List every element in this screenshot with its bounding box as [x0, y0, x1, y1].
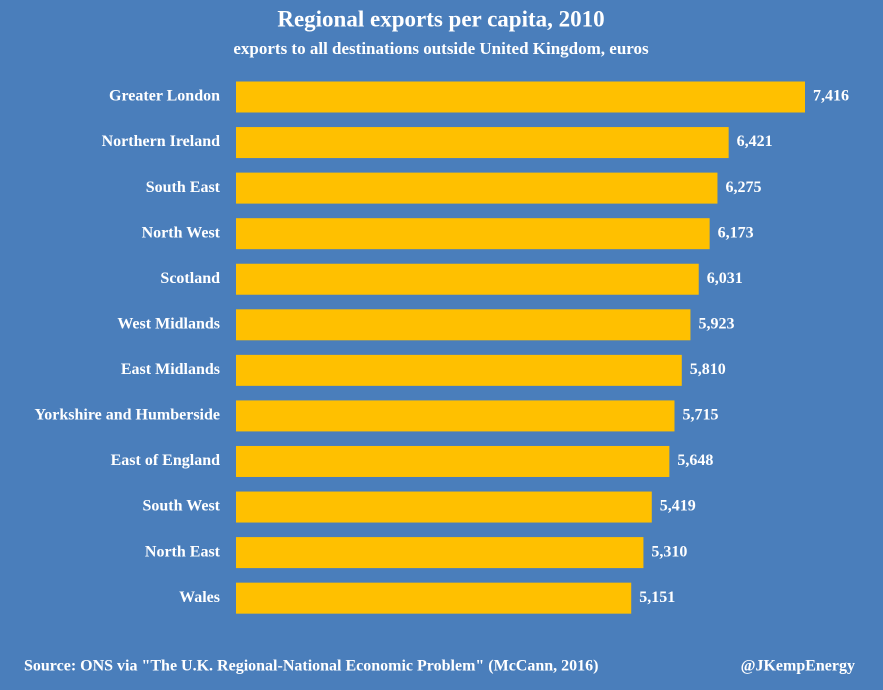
- value-label: 5,715: [682, 407, 718, 424]
- value-label: 6,031: [707, 270, 743, 287]
- y-tick-label: East Midlands: [121, 361, 220, 378]
- y-tick-label: South East: [146, 179, 221, 196]
- value-label: 5,810: [690, 361, 726, 378]
- y-tick-label: Yorkshire and Humberside: [34, 407, 220, 424]
- value-label: 5,310: [651, 543, 687, 560]
- chart-subtitle: exports to all destinations outside Unit…: [233, 39, 649, 58]
- bar: [236, 309, 691, 341]
- value-label: 6,421: [737, 133, 773, 150]
- bar: [236, 81, 805, 113]
- value-label: 6,173: [718, 224, 754, 241]
- y-tick-label: West Midlands: [117, 315, 220, 332]
- value-label: 5,419: [660, 498, 696, 515]
- bar: [236, 127, 729, 159]
- bar: [236, 445, 670, 477]
- bar: [236, 491, 652, 523]
- y-tick-label: North West: [142, 224, 221, 241]
- bar: [236, 354, 682, 386]
- value-label: 7,416: [813, 88, 849, 105]
- value-label: 5,923: [698, 315, 734, 332]
- chart-title: Regional exports per capita, 2010: [277, 6, 604, 31]
- credit: @JKempEnergy: [741, 658, 855, 675]
- bar: [236, 400, 675, 432]
- y-tick-label: North East: [145, 543, 221, 560]
- bar: [236, 263, 699, 295]
- value-label: 6,275: [725, 179, 761, 196]
- y-tick-label: East of England: [111, 452, 220, 469]
- bar: [236, 218, 710, 250]
- y-tick-label: South West: [142, 498, 220, 515]
- bar: [236, 582, 632, 614]
- source: Source: ONS via "The U.K. Regional-Natio…: [24, 658, 598, 675]
- y-tick-label: Scotland: [160, 270, 220, 287]
- bar: [236, 172, 718, 204]
- y-tick-label: Wales: [179, 589, 220, 606]
- value-label: 5,648: [677, 452, 713, 469]
- y-tick-label: Northern Ireland: [102, 133, 220, 150]
- y-tick-label: Greater London: [109, 88, 220, 105]
- bar: [236, 537, 644, 569]
- value-label: 5,151: [639, 589, 675, 606]
